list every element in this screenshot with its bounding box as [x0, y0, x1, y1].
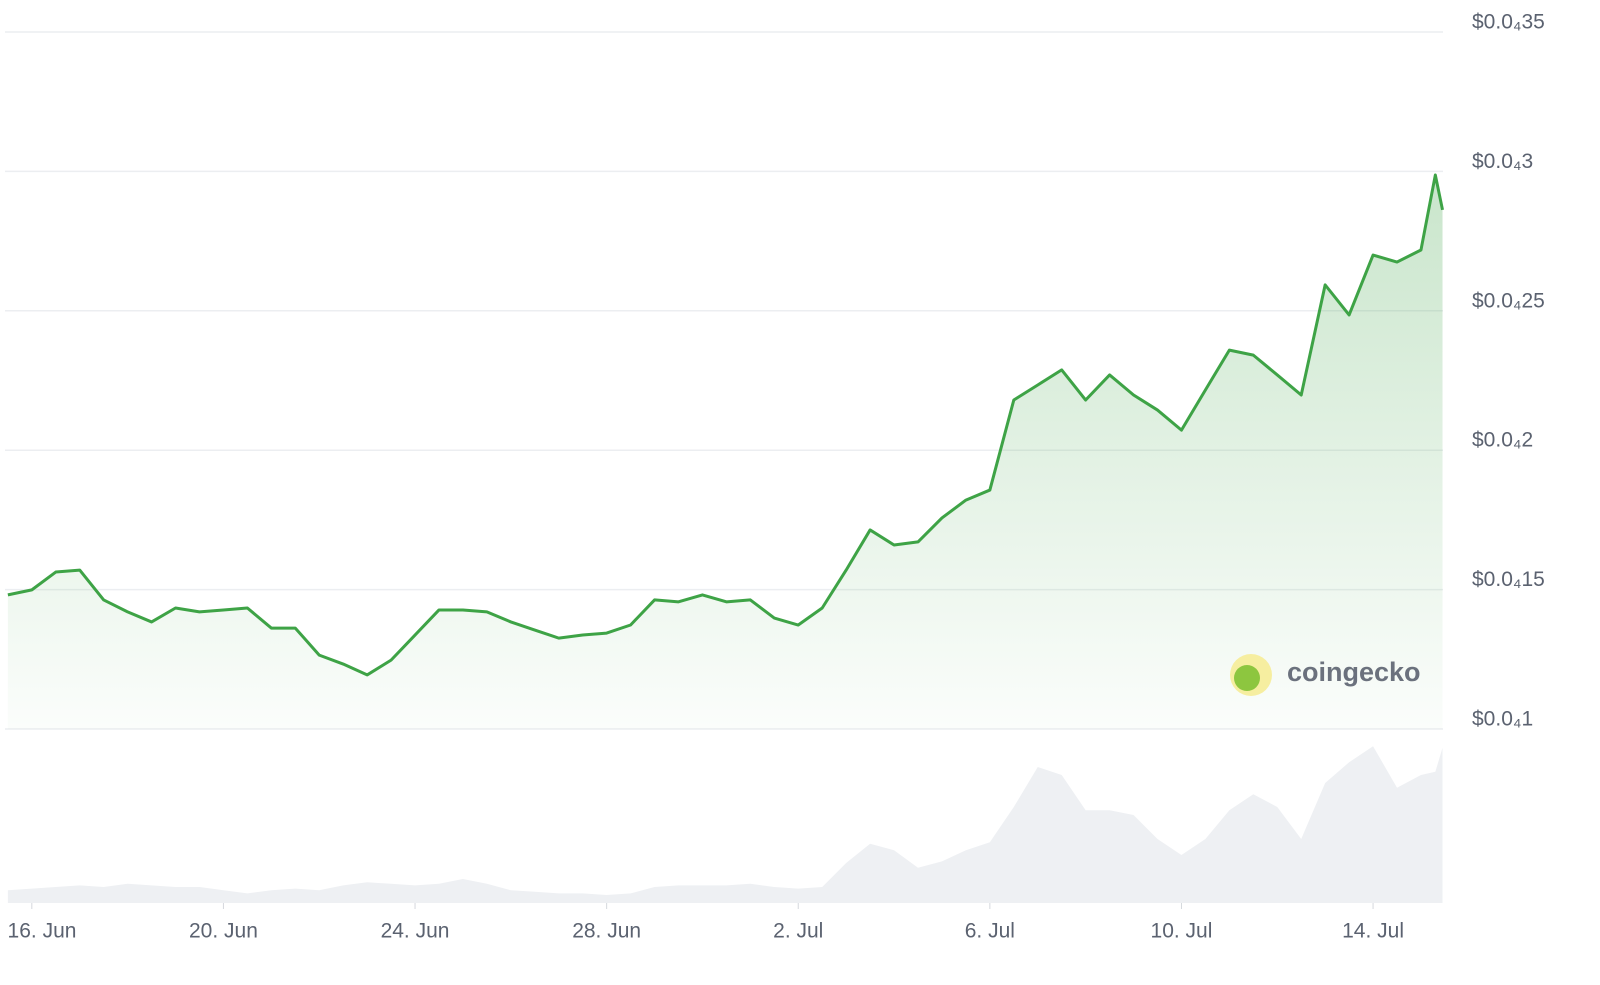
y-tick-label: $0.0₄1: [1472, 708, 1533, 731]
y-tick-label: $0.0₄35: [1472, 11, 1545, 34]
x-tick-label: 20. Jun: [189, 920, 258, 943]
watermark-text: coingecko: [1287, 657, 1421, 687]
x-tick-label: 6. Jul: [965, 920, 1015, 943]
y-tick-label: $0.0₄2: [1472, 429, 1533, 452]
x-tick-label: 10. Jul: [1151, 920, 1213, 943]
x-tick-label: 14. Jul: [1342, 920, 1404, 943]
logo-inner: [1234, 665, 1260, 691]
volume-area: [7, 746, 1443, 903]
x-tick-label: 24. Jun: [381, 920, 450, 943]
y-tick-label: $0.0₄25: [1472, 289, 1545, 312]
watermark: coingecko: [1230, 654, 1421, 696]
x-tick-label: 28. Jun: [572, 920, 641, 943]
price-line: [7, 173, 1444, 677]
x-tick-label: 2. Jul: [773, 920, 823, 943]
y-tick-label: $0.0₄15: [1472, 568, 1545, 591]
x-tick-label: 16. Jun: [8, 920, 77, 943]
price-area: [7, 175, 1443, 729]
y-tick-label: $0.0₄3: [1472, 150, 1533, 173]
